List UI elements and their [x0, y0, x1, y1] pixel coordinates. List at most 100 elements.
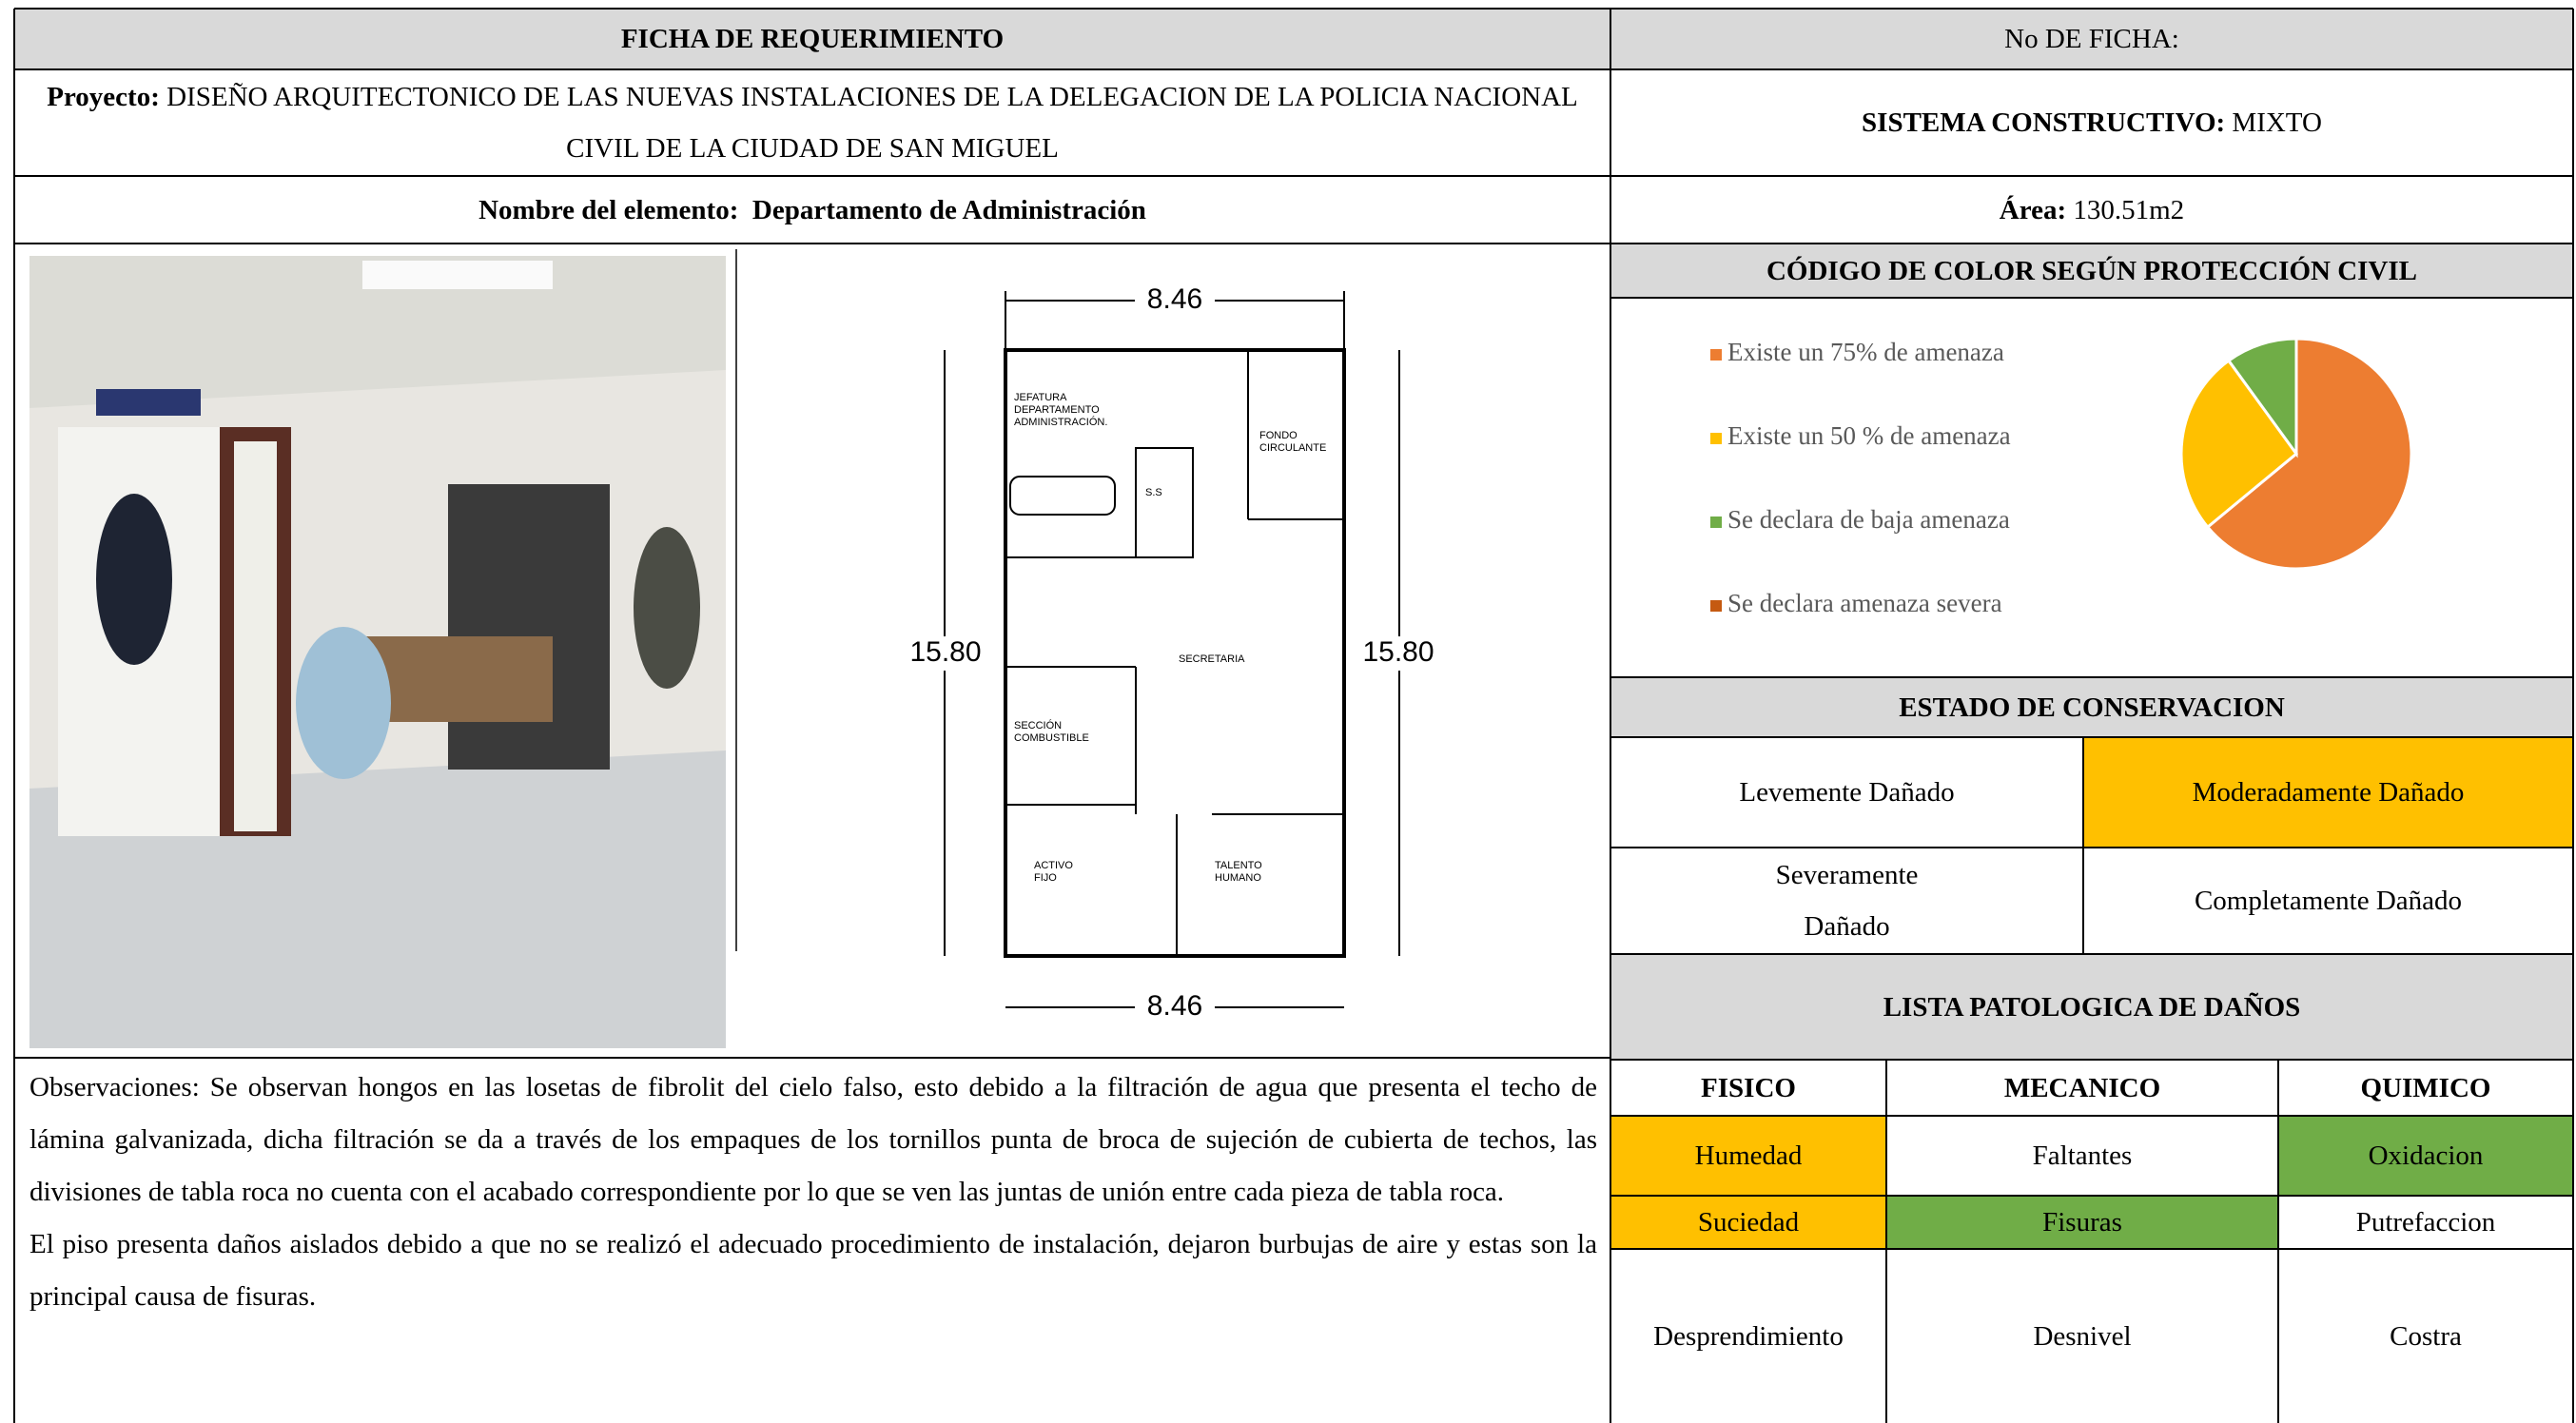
light [362, 261, 553, 289]
ficha-label: No DE FICHA: [2004, 24, 2179, 54]
lista-cell: Desnivel [1886, 1249, 2278, 1423]
lista-cell: Humedad [1610, 1116, 1886, 1196]
lista-header: MECANICO [2003, 1072, 2161, 1103]
pie-title: CÓDIGO DE COLOR SEGÚN PROTECCIÓN CIVIL [1766, 255, 2417, 286]
lista-cell: Fisuras [1886, 1196, 2278, 1249]
elemento-text: Nombre del elemento: Departamento de Adm… [478, 185, 1146, 236]
lista-text: Putrefaccion [2355, 1207, 2496, 1238]
dim-label-bg [1135, 283, 1215, 318]
observaciones: Observaciones: Se observan hongos en las… [29, 1062, 1597, 1323]
desk [362, 636, 553, 722]
pie-slice [2205, 337, 2413, 571]
legend-label: Existe un 75% de amenaza [1727, 338, 2004, 366]
sistema-value: MIXTO [2232, 107, 2322, 138]
room-label: SECRETARIA [1179, 653, 1245, 665]
legend-swatch [1710, 600, 1722, 612]
dim-label: 8.46 [1147, 990, 1202, 1022]
legend-swatch [1710, 349, 1722, 361]
sistema-cell: SISTEMA CONSTRUCTIVO: MIXTO [1610, 69, 2573, 176]
pie-chart: Existe un 75% de amenaza Existe un 50 % d… [1710, 337, 2413, 617]
lista-title-cell: LISTA PATOLOGICA DE DAÑOS [1610, 954, 2573, 1060]
sign [96, 389, 201, 416]
pie-slice [2226, 337, 2298, 458]
proyecto-cell: Proyecto: DISEÑO ARQUITECTONICO DE LAS N… [14, 69, 1610, 176]
dim-label: 8.46 [1147, 283, 1202, 315]
lista-header-cell: MECANICO [1886, 1060, 2278, 1116]
lista-title: LISTA PATOLOGICA DE DAÑOS [1883, 991, 2301, 1023]
lista-text: Suciedad [1697, 1207, 1800, 1238]
observacion-paragraph: Observaciones: Se observan hongos en las… [29, 1072, 1597, 1207]
estado-title: ESTADO DE CONSERVACION [1899, 692, 2285, 723]
room-label: TALENTO HUMANO [1215, 860, 1262, 884]
person [96, 494, 172, 665]
lista-cell: Oxidacion [2278, 1116, 2573, 1196]
dim-label-bg [1353, 636, 1444, 671]
lista-cell: Putrefaccion [2278, 1196, 2573, 1249]
lista-header: QUIMICO [2360, 1072, 2491, 1103]
lista-text: Oxidacion [2368, 1140, 2484, 1171]
lista-text: Fisuras [2042, 1207, 2122, 1238]
lista-text: Costra [2390, 1320, 2462, 1352]
plan-outline [1004, 348, 1346, 958]
estado-cell: Levemente Dañado [1610, 737, 2083, 848]
pie-title-cell: CÓDIGO DE COLOR SEGÚN PROTECCIÓN CIVIL [1610, 244, 2573, 298]
dim-label-bg [1135, 990, 1215, 1024]
lista-header: FISICO [1701, 1072, 1796, 1103]
estado-text: Moderadamente Dañado [2192, 777, 2465, 808]
area-label: Área: [1999, 194, 2067, 225]
sistema-label: SISTEMA CONSTRUCTIVO: [1862, 107, 2226, 138]
elemento-cell: Nombre del elemento: Departamento de Adm… [14, 176, 1610, 244]
lista-cell: Faltantes [1886, 1116, 2278, 1196]
room-label: FONDO CIRCULANTE [1259, 430, 1326, 454]
legend-label: Se declara de baja amenaza [1727, 505, 2010, 534]
lista-header-cell: QUIMICO [2278, 1060, 2573, 1116]
elemento-label: Nombre del elemento: [478, 194, 739, 225]
dim-label: 15.80 [1362, 636, 1434, 668]
shelf [448, 484, 610, 770]
area-cell: Área: 130.51m2 [1610, 176, 2573, 244]
estado-cell: Moderadamente Dañado [2083, 737, 2573, 848]
lista-text: Desprendimiento [1653, 1320, 1844, 1352]
observacion-paragraph: El piso presenta daños aislados debido a… [29, 1229, 1597, 1312]
legend-label: Se declara amenaza severa [1727, 589, 2002, 617]
photo [29, 256, 726, 1048]
room-label: S.S [1145, 487, 1162, 498]
room-label: JEFATURA DEPARTAMENTO ADMINISTRACIÓN. [1014, 392, 1107, 428]
lista-cell: Costra [2278, 1249, 2573, 1423]
ceiling [29, 256, 726, 408]
proyecto-value: DISEÑO ARQUITECTONICO DE LAS NUEVAS INST… [166, 82, 1578, 164]
proyecto-label: Proyecto: [47, 82, 160, 112]
person [296, 627, 391, 779]
ficha-cell: No DE FICHA: [1610, 9, 2573, 69]
estado-text: Completamente Dañado [2194, 886, 2463, 916]
area-value: 130.51m2 [2073, 194, 2185, 225]
legend-swatch [1710, 433, 1722, 444]
estado-title-cell: ESTADO DE CONSERVACION [1610, 677, 2573, 737]
bathroom [1135, 447, 1194, 558]
pie-slice [2179, 359, 2299, 530]
lista-text: Humedad [1694, 1140, 1803, 1171]
legend-swatch [1710, 517, 1722, 528]
elemento-value: Departamento de Administración [751, 194, 1146, 225]
dim-label: 15.80 [909, 636, 981, 668]
area-text: Área: 130.51m2 [2000, 185, 2184, 236]
estado-cell: Completamente Dañado [2083, 848, 2573, 954]
title: FICHA DE REQUERIMIENTO [620, 24, 1005, 54]
dim-label-bg [900, 636, 991, 671]
lista-cell: Desprendimiento [1610, 1249, 1886, 1423]
title-cell: FICHA DE REQUERIMIENTO [14, 9, 1610, 69]
door-opening [234, 441, 277, 831]
person [634, 527, 700, 689]
lista-cell: Suciedad [1610, 1196, 1886, 1249]
room-label: SECCIÓN COMBUSTIBLE [1014, 719, 1089, 744]
floor-plan: 8.46 8.46 15.80 15.80 JEFATURA DEPARTAMENTO AD… [900, 283, 1444, 1024]
sistema-text: SISTEMA CONSTRUCTIVO: MIXTO [1862, 97, 2322, 148]
lista-text: Faltantes [2032, 1140, 2133, 1171]
estado-cell: Severamente Dañado [1610, 848, 2083, 954]
room-label: ACTIVO FIJO [1034, 860, 1073, 884]
estado-text: Severamente Dañado [1775, 860, 1919, 942]
estado-text: Levemente Dañado [1739, 777, 1955, 808]
lista-header-cell: FISICO [1610, 1060, 1886, 1116]
proyecto-text: Proyecto: DISEÑO ARQUITECTONICO DE LAS N… [26, 71, 1599, 174]
